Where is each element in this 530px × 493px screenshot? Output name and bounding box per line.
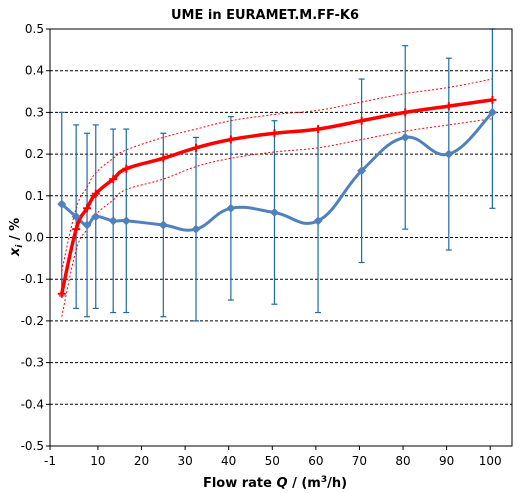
- blue-diamond-marker: [357, 166, 367, 176]
- blue-diamond-marker: [226, 203, 236, 213]
- x-tick-label: 40: [221, 454, 236, 468]
- x-axis-title-sup: 3: [321, 475, 327, 485]
- y-axis-title-x: x: [8, 247, 23, 257]
- x-axis-title-tail: /h): [327, 476, 347, 491]
- y-tick-label: 0.1: [25, 189, 44, 203]
- x-tick-label: 60: [308, 454, 323, 468]
- blue-diamond-marker: [269, 207, 279, 217]
- x-tick-label: -1: [44, 454, 56, 468]
- blue-diamond-marker: [313, 216, 323, 226]
- y-tick-label: -0.3: [21, 356, 44, 370]
- blue-diamond-marker: [158, 220, 168, 230]
- x-tick-label: 80: [395, 454, 410, 468]
- x-tick-label: 30: [177, 454, 192, 468]
- y-axis-title-unit: / %: [8, 218, 23, 245]
- x-tick-label: 20: [134, 454, 149, 468]
- y-tick-label: 0.4: [25, 64, 44, 78]
- grid-lines: [50, 70, 512, 405]
- blue-diamond-marker: [91, 212, 101, 222]
- x-axis-title-q: Q: [276, 476, 287, 491]
- y-tick-label: -0.1: [21, 272, 44, 286]
- blue-diamond-marker: [191, 224, 201, 234]
- x-tick-label: 100: [479, 454, 502, 468]
- data-markers: [57, 95, 497, 298]
- chart-title: UME in EURAMET.M.FF-K6: [171, 8, 359, 23]
- blue-diamond-marker: [121, 216, 131, 226]
- y-axis-title-sub: i: [15, 244, 25, 248]
- blue-diamond-marker: [444, 149, 454, 159]
- y-tick-label: -0.2: [21, 314, 44, 328]
- error-bars: [58, 28, 496, 322]
- axis-ticks: -0.5 -0.4 -0.3 -0.2 -0.1 0.0 0.1 0.2 0.3 0.4 0.5 -1…: [21, 22, 502, 468]
- y-tick-label: 0.3: [25, 105, 44, 119]
- blue-diamond-marker: [400, 132, 410, 142]
- y-tick-label: -0.4: [21, 397, 44, 411]
- y-tick-label: 0.2: [25, 147, 44, 161]
- upper-bound-line: [61, 78, 493, 272]
- x-tick-label: 90: [439, 454, 454, 468]
- lower-bound-line: [61, 118, 493, 317]
- blue-diamond-marker: [57, 199, 67, 209]
- blue-diamond-marker: [82, 220, 92, 230]
- y-tick-label: 0.0: [25, 231, 44, 245]
- y-tick-label: 0.5: [25, 22, 44, 36]
- x-tick-label: 10: [90, 454, 105, 468]
- blue-diamond-marker: [487, 107, 497, 117]
- x-tick-label: 70: [352, 454, 367, 468]
- x-axis-title: Flow rate Q / (m3/h): [203, 475, 347, 491]
- y-tick-label: -0.5: [21, 439, 44, 453]
- blue-diamond-marker: [108, 216, 118, 226]
- blue-diamond-marker: [71, 212, 81, 222]
- x-tick-label: 50: [265, 454, 280, 468]
- y-axis-title: xi / %: [8, 218, 25, 257]
